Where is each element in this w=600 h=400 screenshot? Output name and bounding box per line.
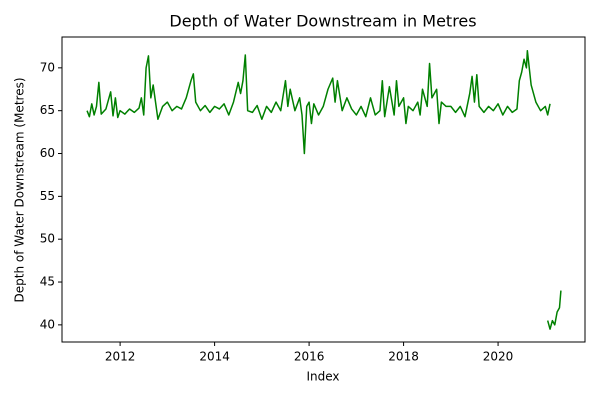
y-tick-label: 60 — [40, 146, 55, 160]
y-tick-label: 55 — [40, 189, 55, 203]
plot-frame — [61, 36, 586, 343]
y-tick-label: 65 — [40, 103, 55, 117]
x-axis-label: Index — [306, 370, 339, 384]
y-axis-label: Depth of Water Downstream (Metres) — [13, 77, 27, 302]
data-line — [86, 49, 562, 330]
x-tick-label: 2012 — [105, 350, 136, 364]
chart-title: Depth of Water Downstream in Metres — [169, 12, 476, 31]
y-tick-label: 40 — [40, 317, 55, 331]
x-tick-label: 2016 — [294, 350, 325, 364]
y-tick-label: 45 — [40, 275, 55, 289]
x-tick-label: 2018 — [388, 350, 419, 364]
x-tick-label: 2014 — [199, 350, 230, 364]
y-tick-label: 70 — [40, 60, 55, 74]
y-tick-label: 50 — [40, 232, 55, 246]
x-tick-label: 2020 — [483, 350, 514, 364]
